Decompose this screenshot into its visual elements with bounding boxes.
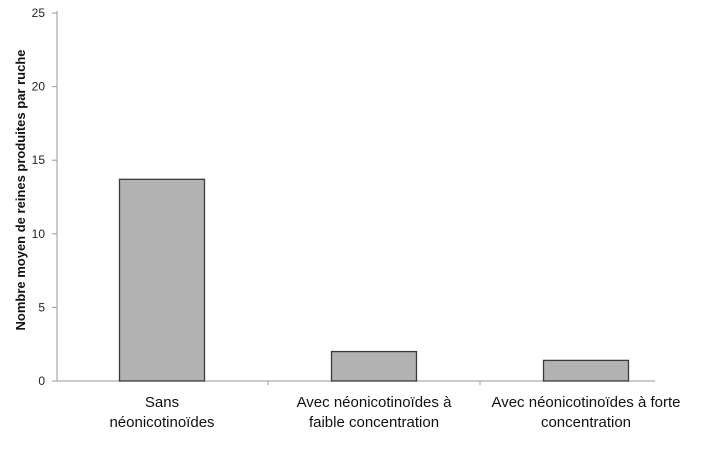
y-axis: 0 5 10 15 20 25 — [32, 6, 58, 388]
category-label-line: Avec néonicotinoïdes à forte — [491, 394, 680, 411]
bar — [330, 350, 418, 382]
y-tick-label: 20 — [32, 80, 46, 94]
bar — [542, 359, 630, 382]
category-label-line: faible concentration — [309, 414, 439, 431]
category-label-line: concentration — [541, 414, 631, 431]
y-tick-label: 5 — [38, 300, 45, 314]
y-tick-label: 15 — [32, 153, 46, 167]
x-ticks — [267, 381, 481, 385]
bar — [118, 178, 206, 382]
y-ticks: 0 5 10 15 20 25 — [32, 6, 57, 388]
y-axis-title: Nombre moyen de reines produites par ruc… — [13, 49, 28, 330]
y-tick-label: 10 — [32, 227, 46, 241]
category-labels: Sans néonicotinoïdes Avec néonicotinoïdes … — [109, 394, 680, 431]
category-label: Avec néonicotinoïdes à faible concentrati… — [297, 394, 452, 431]
category-label-line: néonicotinoïdes — [109, 414, 214, 431]
category-label-line: Avec néonicotinoïdes à — [297, 394, 452, 411]
category-label: Sans néonicotinoïdes — [109, 394, 214, 431]
bars — [118, 178, 630, 382]
y-tick-label: 0 — [38, 374, 45, 388]
y-tick-label: 25 — [32, 6, 46, 20]
category-label-line: Sans — [145, 394, 179, 411]
category-label: Avec néonicotinoïdes à forte concentratio… — [491, 394, 680, 431]
